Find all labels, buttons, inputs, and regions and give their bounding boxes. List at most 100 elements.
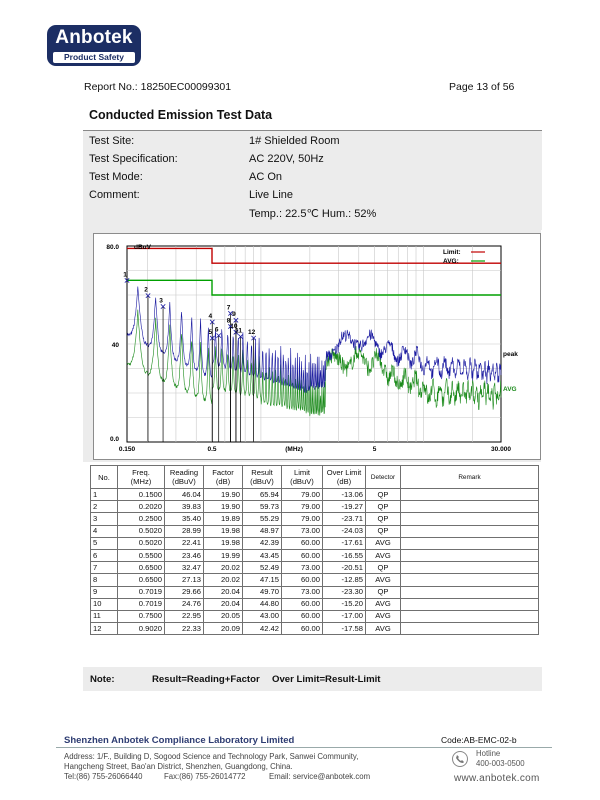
cell-reading: 39.83 xyxy=(164,500,204,514)
note-formula-result: Result=Reading+Factor xyxy=(152,674,260,685)
info-label-spec: Test Specification: xyxy=(89,153,178,165)
cell-no: 10 xyxy=(90,597,118,611)
footer-divider xyxy=(56,747,552,748)
cell-reading: 46.04 xyxy=(164,487,204,502)
table-row: 3 0.2500 35.40 19.89 55.29 79.00 -23.71 QP xyxy=(90,512,539,526)
info-value-spec: AC 220V, 50Hz xyxy=(249,153,324,165)
footer-fax: Fax:(86) 755-26014772 xyxy=(164,772,246,781)
series-line-avg xyxy=(126,309,502,417)
info-value-comment: Live Line xyxy=(249,189,294,201)
cell-freq: 0.5020 xyxy=(117,536,165,550)
results-table: No. Freq. (MHz) Reading (dBuV) Factor (dB) Resu… xyxy=(90,465,539,636)
marker-x-6 xyxy=(216,333,222,339)
marker-x-11 xyxy=(238,334,244,340)
cell-factor: 20.09 xyxy=(203,622,243,636)
cell-over-limit: -13.06 xyxy=(322,487,366,502)
cell-limit: 60.00 xyxy=(281,536,323,550)
cell-reading: 22.95 xyxy=(164,609,204,624)
table-row: 9 0.7019 29.66 20.04 49.70 73.00 -23.30 QP xyxy=(90,585,539,599)
cell-result: 65.94 xyxy=(242,487,282,502)
cell-factor: 20.05 xyxy=(203,609,243,624)
cell-limit: 79.00 xyxy=(281,512,323,526)
info-label-site: Test Site: xyxy=(89,135,135,147)
cell-remark xyxy=(400,622,539,636)
marker-label-11: 11 xyxy=(235,328,242,335)
cell-limit: 73.00 xyxy=(281,524,323,538)
cell-no: 8 xyxy=(90,573,118,587)
cell-factor: 20.04 xyxy=(203,597,243,611)
marker-x-10 xyxy=(233,329,239,335)
marker-x-1 xyxy=(124,277,130,283)
cell-result: 44.80 xyxy=(242,597,282,611)
table-row: 8 0.6500 27.13 20.02 47.15 60.00 -12.85 AVG xyxy=(90,573,539,587)
cell-factor: 19.90 xyxy=(203,500,243,514)
marker-label-3: 3 xyxy=(159,298,163,305)
cell-result: 49.70 xyxy=(242,585,282,599)
marker-x-2 xyxy=(145,293,151,299)
marker-x-3 xyxy=(160,304,166,310)
cell-over-limit: -20.51 xyxy=(322,561,366,575)
info-label-comment: Comment: xyxy=(89,189,140,201)
cell-factor: 19.90 xyxy=(203,487,243,502)
cell-freq: 0.7019 xyxy=(117,597,165,611)
table-row: 2 0.2020 39.83 19.90 59.73 79.00 -19.27 QP xyxy=(90,500,539,514)
cell-no: 2 xyxy=(90,500,118,514)
cell-reading: 29.66 xyxy=(164,585,204,599)
cell-over-limit: -17.61 xyxy=(322,536,366,550)
cell-result: 52.49 xyxy=(242,561,282,575)
marker-label-8: 8 xyxy=(227,317,231,324)
marker-label-7: 7 xyxy=(227,304,231,311)
cell-factor: 19.99 xyxy=(203,548,243,563)
cell-freq: 0.6500 xyxy=(117,573,165,587)
marker-label-6: 6 xyxy=(215,327,219,334)
cell-factor: 19.98 xyxy=(203,524,243,538)
info-value-mode: AC On xyxy=(249,171,283,183)
hotline-number: 400-003-0500 xyxy=(476,759,525,768)
limit-line xyxy=(127,279,501,296)
logo-name: Anbotek xyxy=(55,27,133,48)
cell-factor: 20.04 xyxy=(203,585,243,599)
cell-over-limit: -23.30 xyxy=(322,585,366,599)
cell-reading: 28.99 xyxy=(164,524,204,538)
cell-no: 9 xyxy=(90,585,118,599)
cell-detector: QP xyxy=(365,524,401,538)
cell-result: 59.73 xyxy=(242,500,282,514)
cell-factor: 20.02 xyxy=(203,561,243,575)
footer-code: Code:AB-EMC-02-b xyxy=(441,735,517,745)
cell-remark xyxy=(400,597,539,611)
cell-over-limit: -24.03 xyxy=(322,524,366,538)
cell-remark xyxy=(400,548,539,563)
marker-x-8 xyxy=(228,323,233,329)
marker-label-5: 5 xyxy=(208,329,212,336)
x-tick-label: (MHz) xyxy=(285,446,303,453)
col-header-remark: Remark xyxy=(400,465,539,489)
cell-limit: 73.00 xyxy=(281,585,323,599)
cell-detector: AVG xyxy=(365,597,401,611)
marker-label-4: 4 xyxy=(208,313,212,320)
cell-reading: 24.76 xyxy=(164,597,204,611)
cell-remark xyxy=(400,561,539,575)
table-row: 6 0.5500 23.46 19.99 43.45 60.00 -16.55 AVG xyxy=(90,548,539,563)
col-header-freq: Freq. (MHz) xyxy=(117,465,165,489)
cell-result: 43.00 xyxy=(242,609,282,624)
cell-reading: 32.47 xyxy=(164,561,204,575)
info-value-env: Temp.: 22.5℃ Hum.: 52% xyxy=(249,208,377,220)
footer-website: www.anbotek.com xyxy=(454,773,540,784)
cell-over-limit: -17.58 xyxy=(322,622,366,636)
footer-email: Email: service@anbotek.com xyxy=(269,772,371,781)
phone-icon xyxy=(452,751,468,767)
cell-freq: 0.2020 xyxy=(117,500,165,514)
legend-label-limit: Limit: xyxy=(443,249,461,256)
cell-factor: 19.98 xyxy=(203,536,243,550)
report-number: Report No.: 18250EC00099301 xyxy=(84,81,232,93)
cell-no: 3 xyxy=(90,512,118,526)
table-header-row: No. Freq. (MHz) Reading (dBuV) Factor (dB) Resu… xyxy=(90,465,539,489)
marker-label-1: 1 xyxy=(123,271,127,278)
cell-limit: 60.00 xyxy=(281,622,323,636)
company-logo: Anbotek Product Safety xyxy=(47,25,141,66)
cell-detector: AVG xyxy=(365,609,401,624)
cell-limit: 79.00 xyxy=(281,500,323,514)
legend-label-avg: AVG: xyxy=(443,258,459,265)
cell-reading: 22.41 xyxy=(164,536,204,550)
cell-result: 55.29 xyxy=(242,512,282,526)
